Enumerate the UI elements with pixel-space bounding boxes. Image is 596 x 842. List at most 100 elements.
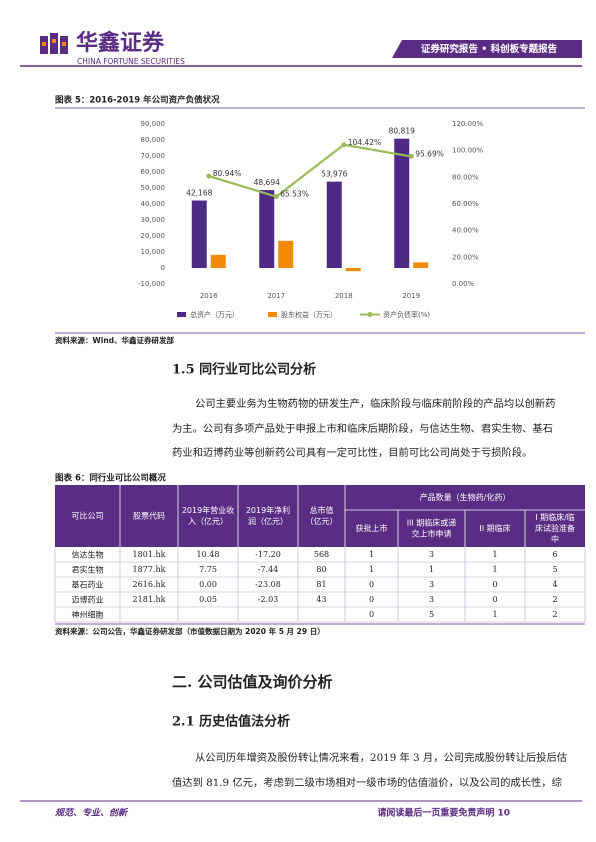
table-cell: 0 [492, 580, 497, 589]
table-cell: 信达生物 [72, 550, 104, 560]
table-header-cell: 获批上市 [356, 523, 388, 533]
y2-tick-label: 100.00% [452, 147, 483, 155]
bar [413, 262, 429, 268]
paragraph-line: 为主。公司有多项产品处于申报上市和临床后期阶段，与信达生物、君实生物、基石 [172, 422, 553, 435]
table-header-cell: I 期临床/临 [535, 512, 575, 522]
table-cell: 1 [492, 565, 497, 574]
paragraph-line: 从公司历年增资及股份转让情况来看，2019 年 3 月，公司完成股份转让后投后估 [195, 751, 567, 764]
bar [326, 181, 342, 268]
bar [191, 200, 207, 268]
table-header-cell: 股票代码 [133, 511, 165, 521]
footer-left: 规范、专业、创新 [54, 808, 129, 819]
y2-tick-label: 80.00% [452, 173, 479, 181]
table-header-cell: 可比公司 [72, 511, 104, 521]
table-cell: 1 [429, 565, 434, 574]
table-source: 资料来源：公司公告，华鑫证券研发部（市值数据日期为 2020 年 5 月 29 … [55, 626, 325, 636]
legend-swatch [177, 312, 186, 317]
table-header-cell: 中 [551, 534, 559, 544]
table-title: 图表 6：同行业可比公司概况 [55, 473, 166, 484]
table-cell: 1801.hk [133, 550, 166, 559]
bar [259, 190, 275, 268]
table-cell: 1 [492, 610, 497, 619]
line-point [273, 194, 279, 200]
table-cell: 2 [552, 610, 557, 619]
table-cell: 君实生物 [72, 565, 104, 575]
table-cell: 5 [552, 565, 557, 574]
paragraph-line: 公司主要业务为生物药物的研发生产，临床阶段与临床前阶段的产品均以创新药 [195, 397, 555, 410]
y-tick-label: 40,000 [141, 200, 166, 208]
table-cell: 2616.hk [133, 580, 166, 589]
table-cell: 0 [369, 580, 374, 589]
data-label: 42,168 [186, 189, 212, 198]
data-label: 53,976 [321, 170, 347, 179]
bar [345, 268, 361, 272]
table-header-cell: 2019年净利 [246, 505, 290, 515]
y2-tick-label: 0.00% [452, 280, 475, 288]
y-tick-label: -10,000 [138, 280, 165, 288]
y2-tick-label: 20.00% [452, 253, 479, 261]
table-cell: 1 [492, 550, 497, 559]
legend-label: 总资产（万元） [190, 310, 239, 319]
bar [210, 254, 226, 268]
table-cell: 5 [429, 610, 434, 619]
table-cell: 1877.hk [133, 565, 166, 574]
table-cell: 0 [492, 595, 497, 604]
table-cell: 1 [369, 565, 374, 574]
table-cell: 基石药业 [72, 580, 104, 590]
logo-icon [40, 33, 68, 54]
table-cell: 80 [316, 565, 326, 574]
paragraph-line: 值达到 81.9 亿元，考虑到二级市场相对一级市场的估值溢价，以及公司的成长性，… [172, 776, 562, 789]
table-cell: 2 [552, 595, 557, 604]
y-tick-label: 20,000 [141, 232, 166, 240]
y-tick-label: 0 [161, 264, 165, 272]
section-heading: 1.5 同行业可比公司分析 [172, 362, 316, 378]
table-cell: 3 [429, 595, 434, 604]
table-cell: 神州细胞 [72, 610, 104, 620]
subsection-heading: 2.1 历史估值法分析 [172, 714, 290, 730]
table-cell: 2181.hk [133, 595, 166, 604]
table-cell: 7.75 [199, 565, 217, 574]
table-cell: 0.00 [199, 580, 217, 589]
table-header-cell: 总市值 [310, 505, 334, 515]
brand: 华鑫证券 [76, 30, 165, 56]
y2-tick-label: 60.00% [452, 200, 479, 208]
data-label: 48,694 [254, 178, 280, 187]
table-cell: -2.03 [258, 595, 279, 604]
y2-tick-label: 40.00% [452, 227, 479, 235]
data-label: 95.69% [415, 149, 444, 158]
table-cell: -7.44 [258, 565, 279, 574]
table-header-cell: （亿元） [306, 516, 338, 526]
x-tick-label: 2016 [200, 292, 218, 300]
table-header-cell: 床试验准备 [535, 523, 575, 533]
table-header-cell: 润（亿元） [248, 516, 288, 526]
line-point [341, 142, 347, 148]
figure-title: 图表 5：2016-2019 年公司资产负债状况 [55, 95, 220, 106]
table-cell: 0.05 [199, 595, 217, 604]
x-tick-label: 2017 [267, 292, 285, 300]
table-cell: 0 [369, 610, 374, 619]
bar [278, 240, 294, 268]
table-header-cell: III 期临床或递 [407, 518, 457, 528]
y-tick-label: 60,000 [141, 168, 166, 176]
banner-text: 证券研究报告 • 科创板专题报告 [421, 43, 558, 55]
table-cell: 迈博药业 [72, 595, 104, 605]
chart: -10,000 0 10,000 20,000 30,000 40,000 50,000 60… [138, 120, 484, 319]
paragraph-line: 药业和迈博药业等创新药公司具有一定可比性，目前可比公司尚处于亏损阶段。 [172, 446, 532, 459]
table-group-header: 产品数量（生物药/化药） [420, 492, 511, 502]
legend-swatch [367, 312, 373, 317]
bar [394, 138, 410, 268]
y2-tick-label: 120.00% [452, 120, 483, 128]
y-tick-label: 90,000 [141, 120, 166, 128]
banner [392, 40, 582, 58]
table-header-bg [55, 485, 585, 547]
data-label: 80,819 [389, 127, 415, 136]
figure-source: 资料来源：Wind、华鑫证券研发部 [55, 335, 175, 345]
table-cell: 0 [369, 595, 374, 604]
data-label: 65.53% [280, 190, 309, 199]
table-header-cell: II 期临床 [479, 523, 510, 533]
data-label: 104.42% [348, 138, 381, 147]
y-tick-label: 50,000 [141, 184, 166, 192]
table-cell: 10.48 [197, 550, 220, 559]
